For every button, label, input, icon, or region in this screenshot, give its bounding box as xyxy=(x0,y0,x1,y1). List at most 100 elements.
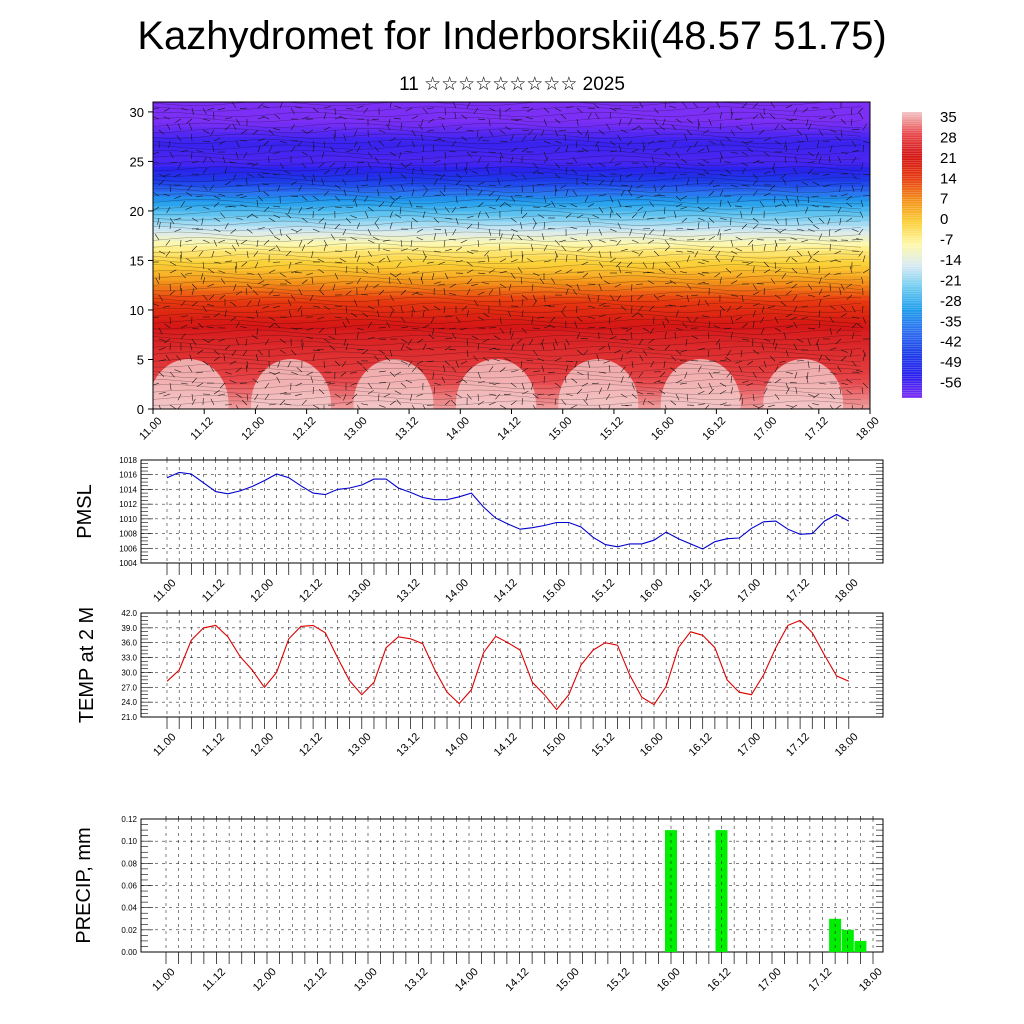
wind-barb xyxy=(433,173,441,176)
wind-barb xyxy=(807,294,815,297)
wind-barb xyxy=(823,294,831,298)
wind-barb xyxy=(257,184,260,192)
wind-barb xyxy=(389,294,394,302)
contour-line xyxy=(153,269,862,275)
wind-barb xyxy=(823,184,831,188)
wind-barb xyxy=(581,181,589,186)
wind-barb xyxy=(785,256,791,263)
wind-barb xyxy=(818,116,826,120)
wind-barb xyxy=(246,300,252,307)
wind-barb xyxy=(356,327,364,331)
wind-barb xyxy=(697,390,705,395)
wind-barb xyxy=(301,151,309,156)
wind-barb xyxy=(273,305,281,309)
wind-barb xyxy=(301,244,306,252)
wind-barb xyxy=(565,106,573,109)
wind-barb xyxy=(168,140,171,148)
wind-barb xyxy=(614,316,622,320)
wind-barb xyxy=(846,389,853,395)
wind-barb xyxy=(510,382,517,388)
field-band xyxy=(153,170,870,177)
wind-barb xyxy=(834,250,842,255)
wind-barb xyxy=(180,324,188,329)
wind-barb xyxy=(235,338,240,346)
wind-barb xyxy=(741,140,748,146)
precip-x-tick-label: 14.00 xyxy=(453,966,481,994)
wind-barb xyxy=(597,294,600,302)
wind-barb xyxy=(796,129,803,136)
wind-barb xyxy=(257,116,265,120)
wind-barb xyxy=(301,399,307,406)
wind-barb xyxy=(350,371,358,374)
wind-barb xyxy=(543,157,549,164)
wind-barb xyxy=(580,337,589,340)
x-tick-label: 12.00 xyxy=(239,415,267,443)
wind-barb xyxy=(318,289,325,296)
wind-barb xyxy=(422,255,427,263)
wind-barb xyxy=(455,179,462,186)
wind-barb xyxy=(185,206,193,210)
wind-barb xyxy=(174,228,182,232)
wind-barb xyxy=(619,145,622,153)
wind-barb xyxy=(570,226,578,230)
wind-barb xyxy=(774,244,777,252)
wind-barb xyxy=(256,239,259,247)
wind-barb xyxy=(693,316,699,323)
contour-line xyxy=(153,242,862,248)
wind-barb xyxy=(312,386,314,395)
wind-barb xyxy=(422,310,425,318)
contour-line xyxy=(153,389,862,395)
pmsl-x-tick-label: 12.00 xyxy=(248,577,276,605)
wind-barb xyxy=(521,147,529,153)
wind-barb xyxy=(708,245,715,252)
wind-barb xyxy=(180,107,188,111)
wind-barb xyxy=(697,148,705,153)
wind-barb xyxy=(834,272,842,275)
temp-x-tick-label: 17.12 xyxy=(784,731,812,759)
field-band xyxy=(153,165,870,172)
wind-barb xyxy=(598,283,602,291)
wind-barb xyxy=(323,239,328,247)
wind-barb xyxy=(774,195,776,204)
wind-barb xyxy=(543,151,547,159)
wind-barb xyxy=(219,382,226,389)
wind-barb xyxy=(189,354,193,362)
wind-barb xyxy=(746,140,754,144)
wind-barb xyxy=(543,260,551,263)
wind-barb xyxy=(252,289,259,296)
wind-barb xyxy=(757,404,765,409)
wind-barb xyxy=(671,355,677,362)
wind-barb xyxy=(345,401,353,406)
x-tick-label: 13.12 xyxy=(393,415,421,443)
wind-barb xyxy=(499,404,507,409)
contour-line xyxy=(153,139,862,144)
wind-barb xyxy=(455,173,462,179)
wind-barb xyxy=(277,184,281,192)
wind-barb xyxy=(411,366,417,373)
wind-barb xyxy=(416,360,424,365)
wind-barb xyxy=(638,173,644,180)
wind-barb xyxy=(861,277,864,285)
wind-barb xyxy=(287,299,292,307)
wind-barb xyxy=(268,289,274,296)
wind-barb xyxy=(263,191,270,197)
wind-barb xyxy=(158,179,165,186)
wind-barb xyxy=(532,349,538,356)
wind-barb xyxy=(574,321,578,329)
wind-barb xyxy=(763,244,766,252)
wind-barb xyxy=(614,349,622,354)
wind-barb xyxy=(807,393,815,397)
wind-barb xyxy=(697,206,704,212)
pmsl-x-tick-label: 12.12 xyxy=(297,577,325,605)
wind-barb xyxy=(422,107,428,114)
wind-barb xyxy=(191,288,195,296)
pmsl-x-tick-label: 14.12 xyxy=(492,577,520,605)
wind-barb xyxy=(839,184,842,192)
wind-barb xyxy=(784,156,787,164)
wind-barb xyxy=(504,184,512,187)
wind-barb xyxy=(840,129,843,137)
wind-barb xyxy=(693,140,699,147)
wind-barb xyxy=(191,151,193,160)
wind-barb xyxy=(790,118,798,121)
precip-x-tick-label: 17.00 xyxy=(756,966,784,994)
